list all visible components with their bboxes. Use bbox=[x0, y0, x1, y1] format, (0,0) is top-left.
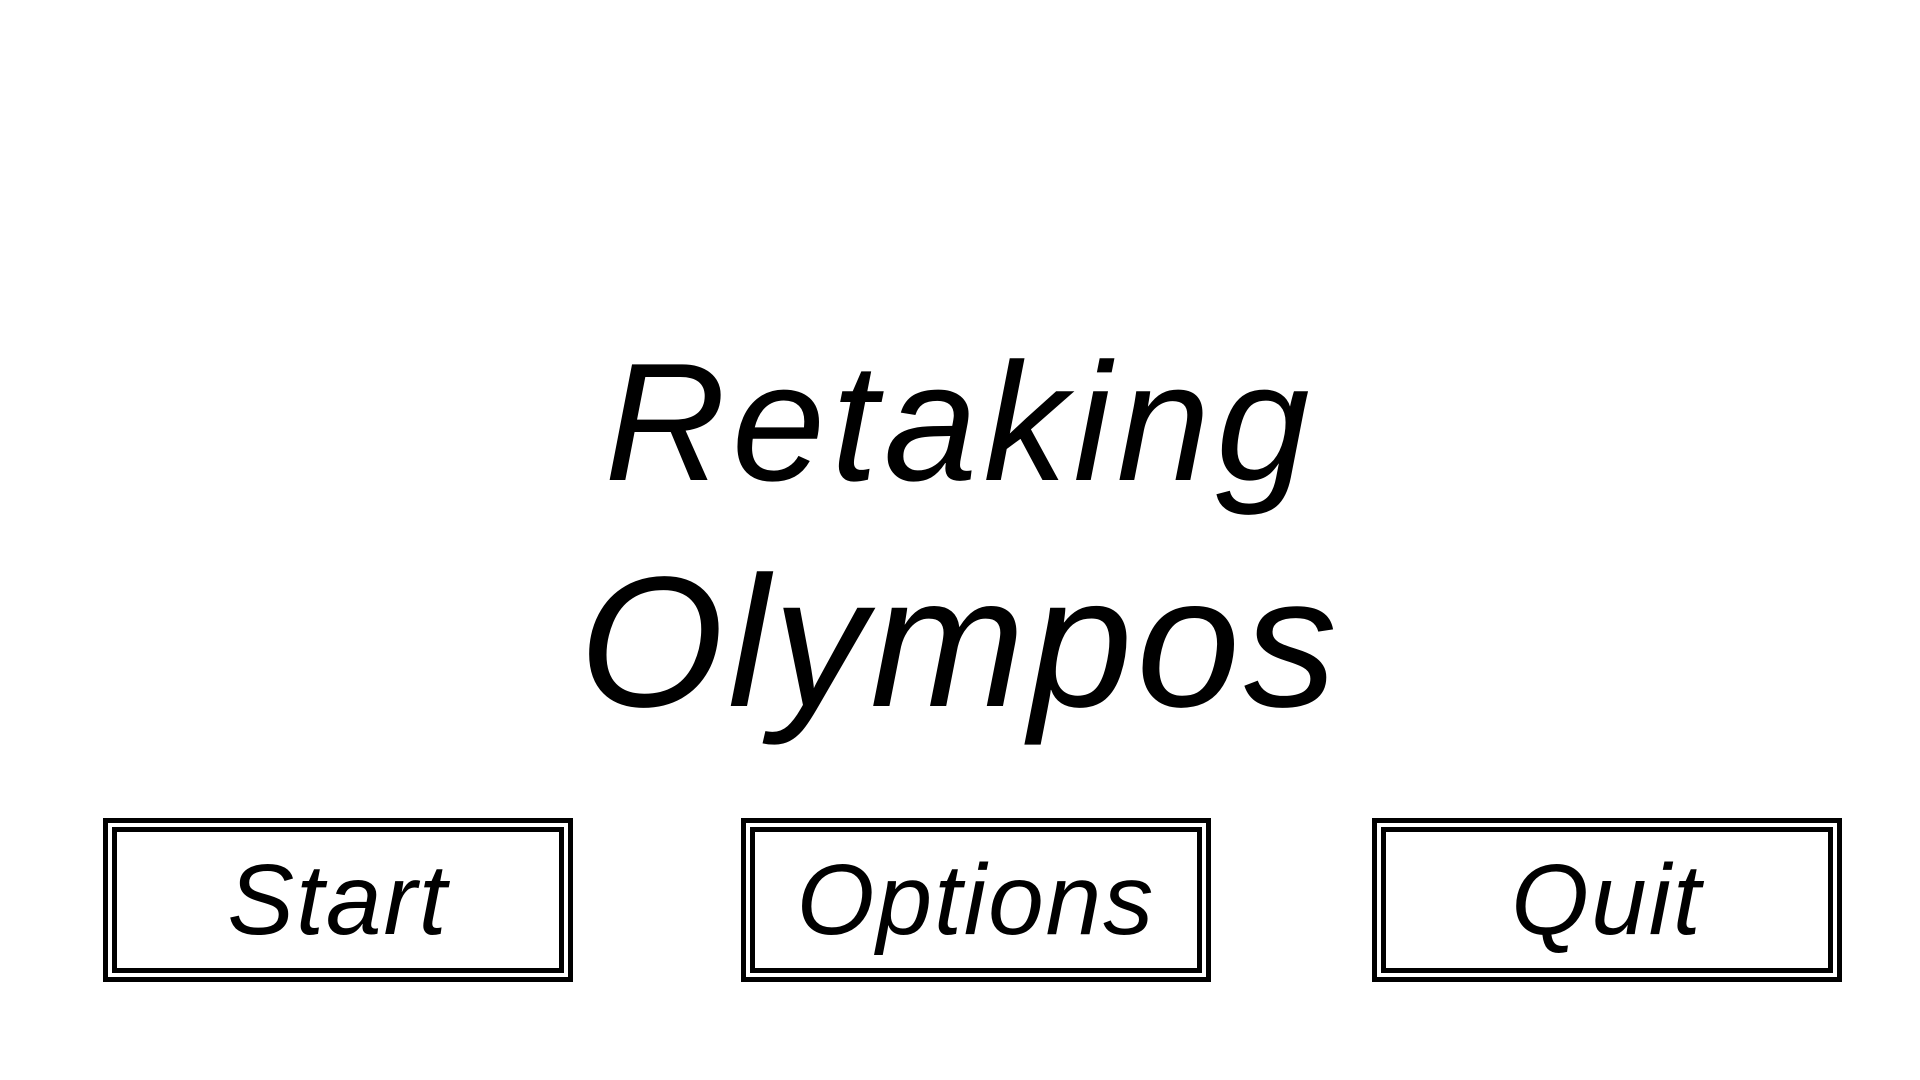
options-button-frame: Options bbox=[750, 827, 1202, 973]
quit-button-label: Quit bbox=[1511, 844, 1703, 956]
quit-button-frame: Quit bbox=[1381, 827, 1833, 973]
options-button[interactable]: Options bbox=[741, 818, 1211, 982]
game-title-line-2: Olympos bbox=[579, 539, 1341, 746]
start-button-label: Start bbox=[227, 844, 449, 956]
game-title-line-1: Retaking bbox=[604, 328, 1316, 516]
start-button[interactable]: Start bbox=[103, 818, 573, 982]
quit-button[interactable]: Quit bbox=[1372, 818, 1842, 982]
start-button-frame: Start bbox=[112, 827, 564, 973]
options-button-label: Options bbox=[796, 844, 1156, 956]
